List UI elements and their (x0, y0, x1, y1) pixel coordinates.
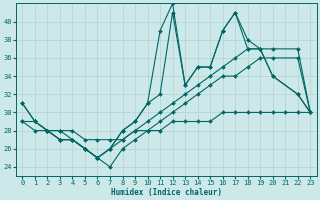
X-axis label: Humidex (Indice chaleur): Humidex (Indice chaleur) (111, 188, 222, 197)
